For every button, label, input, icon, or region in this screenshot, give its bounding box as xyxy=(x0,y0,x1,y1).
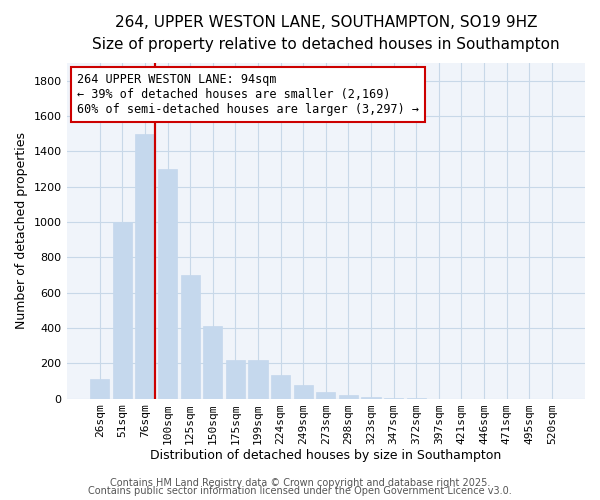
Bar xyxy=(203,326,223,398)
Bar xyxy=(136,134,155,398)
X-axis label: Distribution of detached houses by size in Southampton: Distribution of detached houses by size … xyxy=(150,450,502,462)
Bar xyxy=(158,169,177,398)
Title: 264, UPPER WESTON LANE, SOUTHAMPTON, SO19 9HZ
Size of property relative to detac: 264, UPPER WESTON LANE, SOUTHAMPTON, SO1… xyxy=(92,15,560,52)
Text: Contains public sector information licensed under the Open Government Licence v3: Contains public sector information licen… xyxy=(88,486,512,496)
Y-axis label: Number of detached properties: Number of detached properties xyxy=(15,132,28,330)
Bar xyxy=(248,360,268,399)
Text: Contains HM Land Registry data © Crown copyright and database right 2025.: Contains HM Land Registry data © Crown c… xyxy=(110,478,490,488)
Bar xyxy=(90,379,109,398)
Bar xyxy=(293,386,313,398)
Bar xyxy=(271,374,290,398)
Bar xyxy=(113,222,132,398)
Bar xyxy=(226,360,245,399)
Bar xyxy=(361,397,380,398)
Bar xyxy=(181,275,200,398)
Bar xyxy=(339,394,358,398)
Text: 264 UPPER WESTON LANE: 94sqm
← 39% of detached houses are smaller (2,169)
60% of: 264 UPPER WESTON LANE: 94sqm ← 39% of de… xyxy=(77,73,419,116)
Bar xyxy=(316,392,335,398)
